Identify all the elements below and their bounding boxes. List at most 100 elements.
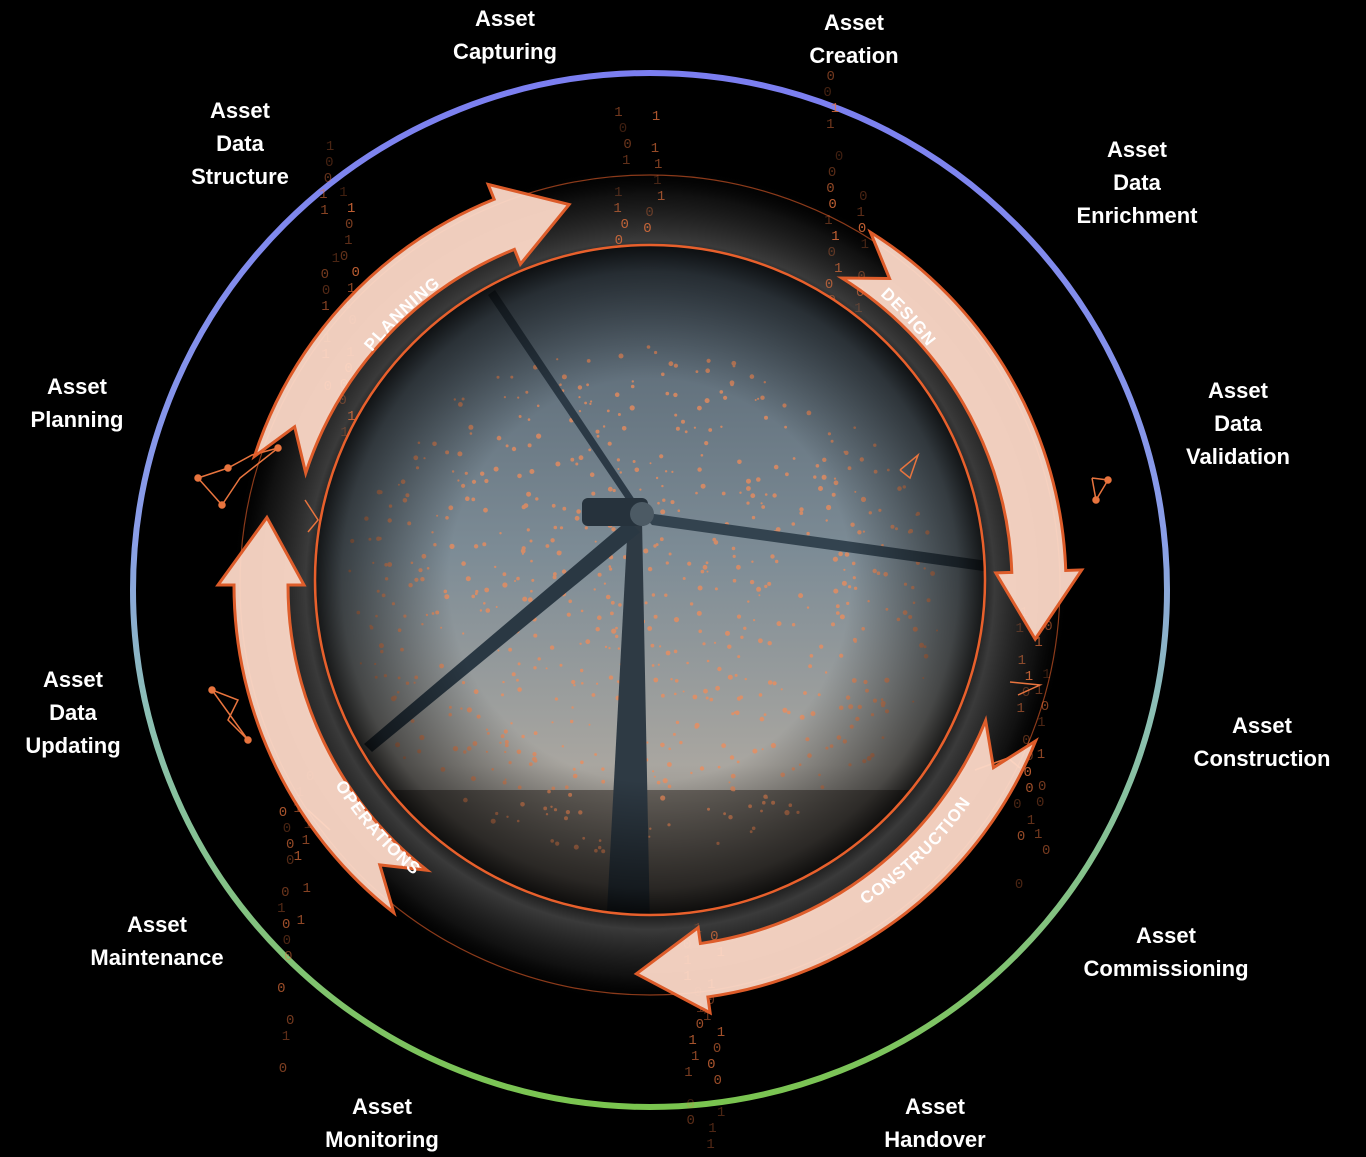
- binary-digit: 0: [283, 821, 291, 837]
- phase-arrow: [251, 182, 572, 479]
- binary-digit: 0: [321, 267, 329, 283]
- binary-digit: 1: [294, 849, 302, 865]
- binary-digit: 0: [645, 205, 653, 221]
- binary-digit: 1: [1037, 715, 1045, 731]
- binary-digit: 0: [619, 121, 627, 137]
- binary-digit: 1: [613, 201, 621, 217]
- binary-digit: 1: [688, 1033, 696, 1049]
- binary-digit: 0: [827, 69, 835, 85]
- binary-digit: 0: [1044, 619, 1052, 635]
- stage-label-planning: Asset Planning: [30, 374, 124, 432]
- binary-digit: 1: [1016, 701, 1024, 717]
- binary-digit: 0: [828, 197, 836, 213]
- binary-digit: 0: [621, 217, 629, 233]
- binary-digit: 1: [831, 229, 839, 245]
- binary-digit: 1: [652, 109, 660, 125]
- binary-digit: 0: [1015, 877, 1023, 893]
- binary-digit: 1: [1027, 813, 1035, 829]
- binary-digit: 1: [622, 153, 630, 169]
- binary-digit: 0: [859, 189, 867, 205]
- stage-label-monitoring: Asset Monitoring: [325, 1094, 439, 1152]
- binary-digit: 1: [1034, 827, 1042, 843]
- binary-digit: 1: [1035, 683, 1043, 699]
- stage-label-data-updating: Asset Data Updating: [25, 667, 121, 758]
- binary-digit: 1: [1025, 669, 1033, 685]
- binary-digit: 0: [1022, 685, 1030, 701]
- binary-digit: 0: [286, 853, 294, 869]
- binary-digit: 1: [302, 833, 310, 849]
- stage-label-commissioning: Asset Commissioning: [1083, 923, 1249, 981]
- phase-arrow: [215, 514, 433, 917]
- binary-digit: 0: [623, 137, 631, 153]
- phase-arrow: [633, 715, 1039, 1016]
- binary-digit: 1: [277, 901, 285, 917]
- binary-digit: 0: [1013, 797, 1021, 813]
- stage-label-capturing: Asset Capturing: [453, 6, 557, 64]
- binary-digit: 0: [1038, 779, 1046, 795]
- binary-digit: 1: [347, 201, 355, 217]
- binary-digit: 0: [713, 1073, 721, 1089]
- binary-digit: 0: [835, 149, 843, 165]
- binary-digit: 0: [1041, 699, 1049, 715]
- binary-digit: 1: [347, 409, 355, 425]
- binary-digit: 0: [823, 85, 831, 101]
- binary-digit: 0: [825, 277, 833, 293]
- binary-digit: 0: [279, 805, 287, 821]
- binary-digit: 1: [834, 261, 842, 277]
- binary-digit: 1: [653, 173, 661, 189]
- binary-digit: 0: [1022, 733, 1030, 749]
- stage-label-creation: Asset Creation: [809, 10, 899, 68]
- binary-digit: 1: [320, 203, 328, 219]
- binary-digit: 1: [614, 185, 622, 201]
- binary-digit: 0: [858, 221, 866, 237]
- binary-digit: 0: [352, 265, 360, 281]
- phase-arrow: [836, 228, 1085, 642]
- stage-label-data-enrichment: Asset Data Enrichment: [1076, 137, 1198, 228]
- binary-digit: 1: [614, 105, 622, 121]
- stage-label-data-validation: Asset Data Validation: [1186, 378, 1290, 469]
- binary-digit: 0: [338, 393, 346, 409]
- binary-digit: 0: [1017, 829, 1025, 845]
- binary-digit: 1: [347, 281, 355, 297]
- binary-digit: 1: [1042, 667, 1050, 683]
- binary-digit: 0: [1025, 781, 1033, 797]
- binary-digit: 1: [304, 817, 312, 833]
- binary-digit: 1: [854, 301, 862, 317]
- binary-digit: 1: [651, 141, 659, 157]
- binary-digit: 0: [1042, 843, 1050, 859]
- binary-digit: 1: [706, 1137, 714, 1153]
- binary-digit: 0: [706, 993, 714, 1009]
- binary-digit: 1: [684, 1065, 692, 1081]
- phase-arrows: [215, 182, 1085, 1016]
- binary-digit: 1: [717, 1025, 725, 1041]
- binary-digit: 0: [284, 949, 292, 965]
- binary-digit: 1: [340, 425, 348, 441]
- binary-digit: 0: [324, 171, 332, 187]
- binary-digit: 0: [827, 245, 835, 261]
- binary-digit: 0: [286, 837, 294, 853]
- binary-digit: 1: [717, 1105, 725, 1121]
- binary-digit: 1: [831, 101, 839, 117]
- binary-digit: 1: [297, 913, 305, 929]
- binary-digit: 1: [691, 1049, 699, 1065]
- binary-digit: 1: [302, 881, 310, 897]
- binary-digit: 1: [708, 1121, 716, 1137]
- binary-digit: 0: [686, 1113, 694, 1129]
- binary-digit: 0: [826, 181, 834, 197]
- stage-label-data-structure: Asset Data Structure: [191, 98, 289, 189]
- lifecycle-ring: [130, 70, 1170, 1110]
- binary-digit: 1: [282, 1029, 290, 1045]
- binary-digit: 0: [707, 1057, 715, 1073]
- binary-digit: 0: [696, 1017, 704, 1033]
- stage-label-construction: Asset Construction: [1193, 713, 1331, 771]
- binary-digit: 0: [340, 249, 348, 265]
- binary-digit: 0: [345, 217, 353, 233]
- binary-digit: 1: [1034, 635, 1042, 651]
- binary-digit: 0: [281, 885, 289, 901]
- binary-digit: 1: [703, 1009, 711, 1025]
- binary-digit: 0: [279, 1061, 287, 1077]
- binary-digit: 1: [1037, 747, 1045, 763]
- binary-digit: 1: [657, 189, 665, 205]
